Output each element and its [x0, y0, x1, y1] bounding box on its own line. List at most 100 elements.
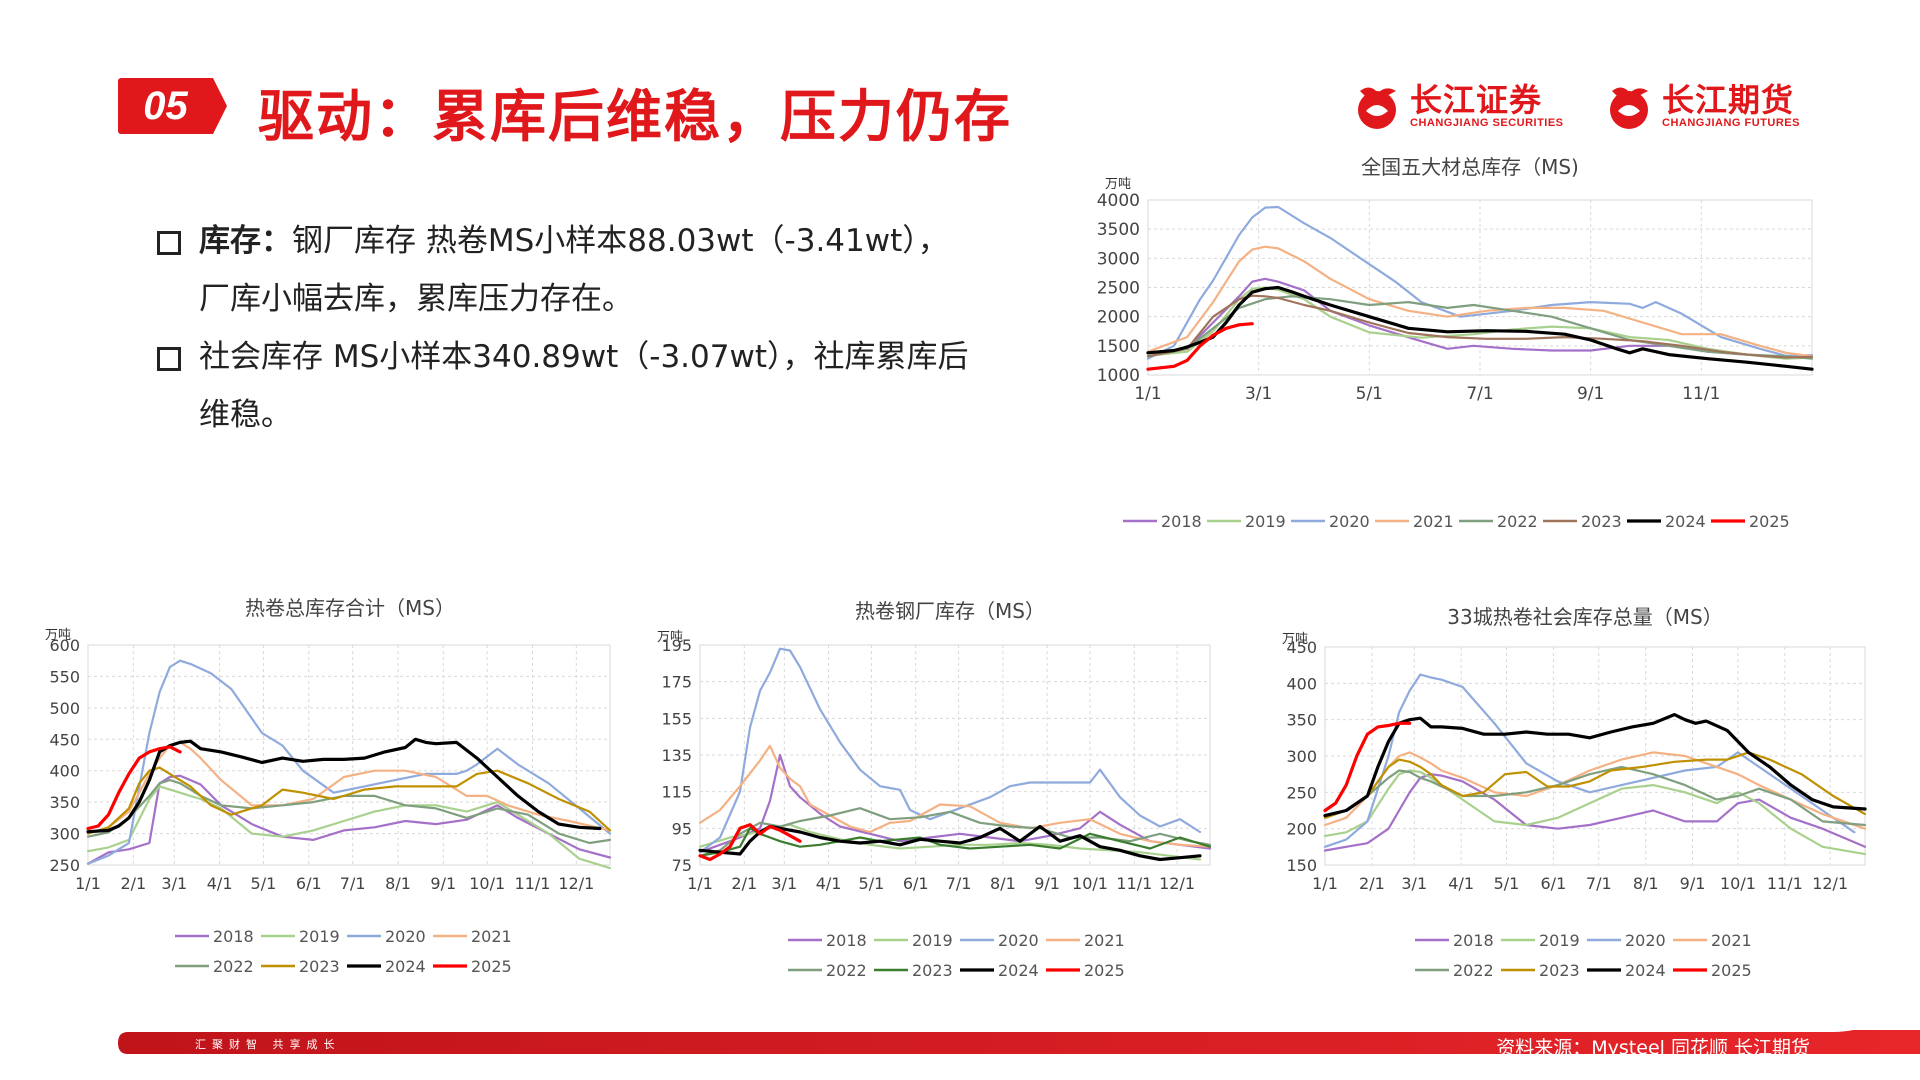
legend-label: 2020: [1625, 931, 1666, 950]
x-tick-label: 7/1: [1586, 874, 1612, 893]
legend-label: 2024: [1625, 961, 1666, 980]
logo-text-cn: 长江期货: [1662, 81, 1795, 119]
x-tick-label: 4/1: [816, 874, 842, 893]
y-tick-label: 150: [1286, 856, 1317, 875]
bullet-text-line2: 厂库小幅去库，累库压力存在。: [199, 281, 633, 317]
y-tick-label: 135: [661, 746, 692, 765]
x-tick-label: 3/1: [1245, 384, 1272, 404]
y-tick-label: 600: [49, 636, 80, 655]
series-line-2020: [1146, 205, 1814, 360]
series-line-2020: [698, 647, 1202, 854]
bullet-text-line2: 维稳。: [199, 397, 292, 433]
legend-label: 2022: [1453, 961, 1494, 980]
y-tick-label: 550: [49, 667, 80, 686]
y-tick-label: 3500: [1097, 220, 1140, 240]
y-tick-label: 2500: [1097, 279, 1140, 299]
y-tick-label: 400: [1286, 674, 1317, 693]
y-tick-label: 450: [1286, 638, 1317, 657]
x-tick-label: 3/1: [771, 874, 797, 893]
series-line-2023: [86, 766, 612, 835]
x-tick-label: 10/1: [469, 874, 505, 893]
x-tick-label: 2/1: [120, 874, 146, 893]
legend-label: 2025: [1711, 961, 1752, 980]
legend-label: 2018: [1161, 512, 1202, 531]
series-line-2018: [1323, 773, 1867, 852]
logo-changjiang-securities: 长江证券 CHANGJIANG SECURITIES: [1352, 78, 1564, 134]
legend-label: 2025: [1749, 512, 1790, 531]
x-tick-label: 8/1: [990, 874, 1016, 893]
x-tick-label: 8/1: [385, 874, 411, 893]
y-tick-label: 200: [1286, 820, 1317, 839]
legend-label: 2024: [385, 957, 426, 976]
series-line-2023: [1323, 751, 1867, 819]
x-tick-label: 5/1: [1494, 874, 1520, 893]
series-line-2020: [86, 659, 612, 865]
legend-label: 2025: [471, 957, 512, 976]
x-tick-label: 9/1: [1034, 874, 1060, 893]
series-line-2024: [1146, 285, 1814, 371]
x-tick-label: 1/1: [1134, 384, 1161, 404]
chart-svg: 全国五大材总库存（MS) 万吨 1000 1500 2000 2500 3000 3500 40…: [1097, 155, 1814, 531]
x-tick-label: 3/1: [1401, 874, 1427, 893]
y-tick-label: 400: [49, 762, 80, 781]
series-line-2025: [86, 745, 182, 831]
series-line-2019: [86, 785, 612, 870]
bullet-list: 库存：钢厂库存 热卷MS小样本88.03wt（-3.41wt）， 厂库小幅去库，…: [155, 212, 1025, 444]
logo-text-cn: 长江证券: [1410, 81, 1543, 119]
x-tick-label: 11/1: [515, 874, 551, 893]
y-tick-label: 95: [672, 819, 692, 838]
section-number-badge: 05: [118, 78, 227, 134]
bullet-text-line1: 社会库存 MS小样本340.89wt（-3.07wt），社库累库后: [199, 339, 969, 375]
x-tick-label: 6/1: [1541, 874, 1567, 893]
x-tick-label: 5/1: [859, 874, 885, 893]
legend-label: 2019: [912, 931, 953, 950]
y-tick-label: 4000: [1097, 191, 1140, 211]
y-tick-label: 2000: [1097, 308, 1140, 328]
series-line-2021: [698, 744, 1212, 848]
y-tick-label: 500: [49, 699, 80, 718]
chart-svg: 热卷总库存合计（MS） 万吨 250 300 350 400 450 500 550 600 1/1…: [45, 596, 612, 976]
chart-title: 33城热卷社会库存总量（MS）: [1447, 605, 1722, 629]
chart-svg: 33城热卷社会库存总量（MS） 万吨 150 200 250 300 350 400 450 1/…: [1282, 605, 1867, 980]
bullet-social-inventory: 社会库存 MS小样本340.89wt（-3.07wt），社库累库后 维稳。: [155, 328, 1025, 444]
y-tick-label: 1500: [1097, 337, 1140, 357]
x-tick-label: 10/1: [1072, 874, 1108, 893]
chart-title: 热卷钢厂库存（MS）: [855, 599, 1045, 623]
x-tick-label: 9/1: [430, 874, 456, 893]
chart-hot-rolled-total-inventory: 热卷总库存合计（MS） 万吨 250 300 350 400 450 500 550 600 1/1…: [40, 585, 640, 980]
legend-label: 2018: [826, 931, 867, 950]
series-line-2025: [1323, 721, 1412, 813]
legend-label: 2023: [1581, 512, 1622, 531]
chart-svg: 热卷钢厂库存（MS） 万吨 75 95 115 135 155 175 195 1/1 2/1 3/1…: [657, 599, 1212, 980]
legend-label: 2021: [1711, 931, 1752, 950]
series-line-2022: [1323, 765, 1867, 827]
y-tick-label: 350: [1286, 711, 1317, 730]
x-tick-label: 11/1: [1116, 874, 1152, 893]
checkbox-bullet-icon: [157, 231, 181, 255]
footer-slogan: 汇聚财智 共享成长: [195, 1038, 341, 1051]
x-tick-label: 5/1: [251, 874, 277, 893]
legend-label: 2023: [1539, 961, 1580, 980]
x-tick-label: 2/1: [731, 874, 757, 893]
legend-label: 2020: [1329, 512, 1370, 531]
bullet-text-line1: 钢厂库存 热卷MS小样本88.03wt（-3.41wt），: [292, 223, 949, 259]
footer-bar: [118, 1030, 1920, 1054]
y-tick-label: 1000: [1097, 366, 1140, 386]
y-unit-label: 万吨: [1282, 632, 1308, 647]
series-line-2019: [1323, 769, 1867, 856]
y-tick-label: 195: [661, 636, 692, 655]
series-line-2025: [698, 823, 802, 862]
dragon-logo-icon: [1610, 87, 1648, 129]
x-tick-label: 12/1: [1159, 874, 1195, 893]
chart-title: 全国五大材总库存（MS): [1361, 155, 1579, 179]
y-tick-label: 115: [661, 783, 692, 802]
x-tick-label: 9/1: [1680, 874, 1706, 893]
x-tick-label: 1/1: [687, 874, 713, 893]
legend-label: 2020: [998, 931, 1039, 950]
series-line-2018: [698, 753, 1212, 854]
legend-label: 2021: [471, 927, 512, 946]
x-tick-label: 3/1: [161, 874, 187, 893]
legend-label: 2023: [299, 957, 340, 976]
legend-label: 2018: [1453, 931, 1494, 950]
legend-label: 2024: [998, 961, 1039, 980]
